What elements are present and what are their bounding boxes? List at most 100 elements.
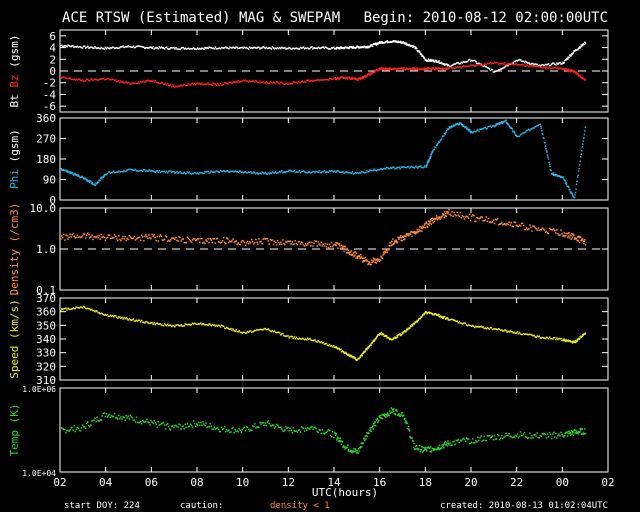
data-point (359, 172, 362, 174)
data-point (149, 237, 151, 239)
data-point (533, 334, 535, 337)
data-point (540, 127, 543, 129)
data-point (459, 211, 462, 214)
data-point (267, 47, 270, 50)
data-point (181, 425, 183, 428)
data-point (90, 78, 92, 80)
data-point (229, 240, 231, 243)
data-point (397, 40, 399, 43)
data-point (250, 172, 253, 174)
data-point (130, 83, 133, 85)
data-point (140, 169, 143, 172)
data-point (154, 236, 156, 239)
data-point (563, 235, 566, 238)
data-point (439, 448, 442, 450)
data-point (523, 228, 526, 231)
data-point (503, 436, 505, 438)
data-point (406, 232, 408, 235)
data-point (424, 226, 427, 229)
data-point (252, 172, 254, 174)
data-point (409, 326, 411, 329)
data-point (406, 422, 409, 424)
data-point (407, 233, 409, 235)
data-point (200, 322, 202, 324)
data-point (299, 46, 302, 49)
data-point (327, 48, 330, 50)
data-point (498, 122, 501, 124)
data-point (232, 81, 234, 83)
data-point (177, 48, 179, 51)
data-point (188, 323, 191, 326)
data-point (326, 344, 329, 346)
data-point (337, 440, 340, 443)
data-point (567, 339, 570, 342)
data-point (560, 67, 562, 70)
data-point (522, 132, 525, 134)
data-point (214, 325, 217, 327)
data-point (514, 221, 517, 224)
data-point (405, 166, 408, 169)
data-point (104, 46, 107, 49)
data-point (147, 321, 149, 324)
data-point (344, 245, 346, 248)
data-point (476, 216, 478, 219)
data-point (259, 421, 261, 424)
data-point (539, 66, 541, 68)
data-point (198, 83, 200, 85)
data-point (473, 214, 475, 217)
data-point (101, 312, 104, 315)
data-point (446, 67, 448, 69)
data-point (231, 170, 233, 173)
data-point (542, 228, 545, 230)
data-point (455, 439, 457, 442)
data-point (171, 171, 173, 174)
data-point (116, 46, 118, 49)
data-point (447, 68, 449, 70)
data-point (544, 63, 547, 66)
data-point (90, 46, 92, 49)
data-point (288, 337, 290, 339)
data-point (565, 339, 567, 341)
data-point (403, 67, 405, 69)
data-point (101, 415, 104, 417)
data-point (252, 331, 254, 333)
data-point (296, 244, 299, 246)
data-point (64, 307, 66, 310)
data-point (262, 46, 264, 48)
data-point (148, 234, 150, 236)
data-point (510, 63, 512, 65)
data-point (466, 324, 469, 327)
data-point (342, 76, 344, 79)
data-point (372, 339, 375, 341)
data-point (551, 62, 554, 65)
data-point (163, 83, 166, 85)
data-point (495, 61, 498, 64)
data-point (542, 64, 545, 66)
data-point (69, 233, 71, 235)
data-point (536, 65, 538, 67)
data-point (65, 169, 67, 171)
data-point (130, 46, 133, 48)
data-point (473, 325, 475, 328)
data-point (544, 145, 547, 147)
data-point (241, 46, 244, 49)
data-point (484, 439, 486, 442)
data-point (411, 68, 413, 71)
data-point (432, 217, 434, 219)
data-point (225, 46, 227, 48)
data-point (457, 66, 460, 69)
data-point (379, 259, 382, 262)
data-point (528, 333, 530, 336)
data-point (74, 236, 77, 239)
data-point (156, 322, 159, 324)
data-point (507, 330, 509, 333)
data-point (354, 77, 356, 79)
data-point (558, 68, 560, 70)
data-point (582, 43, 584, 46)
data-point (80, 427, 83, 429)
data-point (426, 163, 428, 166)
data-point (493, 222, 496, 225)
data-point (204, 46, 206, 49)
data-point (384, 413, 386, 415)
data-point (520, 133, 523, 135)
